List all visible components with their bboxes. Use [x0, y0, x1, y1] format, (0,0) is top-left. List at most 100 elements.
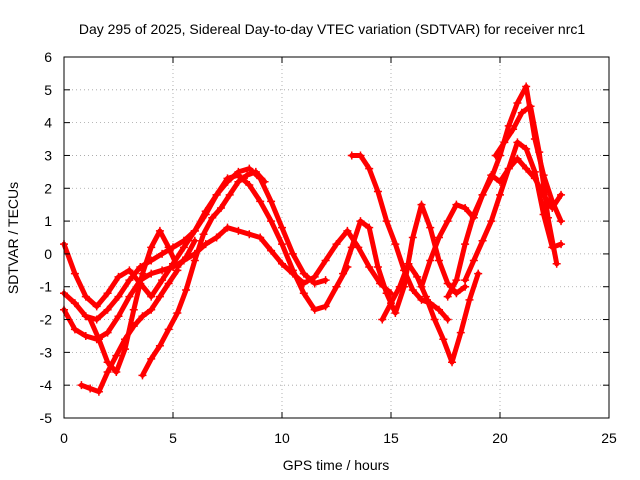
data-point	[147, 305, 156, 314]
data-point	[164, 279, 173, 288]
data-point	[164, 243, 173, 252]
data-point	[245, 164, 254, 173]
data-point	[245, 230, 254, 239]
data-point	[487, 217, 496, 226]
data-point	[557, 240, 566, 249]
data-point	[421, 292, 430, 301]
data-point	[92, 302, 101, 311]
data-point	[343, 226, 352, 235]
data-point	[448, 358, 457, 367]
data-point	[395, 282, 404, 291]
y-tick-label: 6	[44, 49, 52, 65]
data-point	[522, 164, 531, 173]
y-tick-label: 4	[44, 115, 52, 131]
data-point	[469, 210, 478, 219]
x-tick-label: 25	[601, 430, 617, 446]
data-point	[487, 174, 496, 183]
data-point	[443, 217, 452, 226]
data-point	[373, 263, 382, 272]
series-arc-12	[462, 139, 564, 283]
x-axis-label: GPS time / hours	[283, 457, 390, 473]
data-point	[321, 256, 330, 265]
data-point	[299, 269, 308, 278]
data-point	[434, 233, 443, 242]
data-point	[478, 236, 487, 245]
data-point	[212, 190, 221, 199]
data-point	[434, 305, 443, 314]
data-point	[504, 121, 513, 130]
data-point	[208, 213, 217, 222]
data-point	[526, 102, 535, 111]
data-point	[234, 177, 243, 186]
data-point	[164, 325, 173, 334]
x-tick-label: 10	[274, 430, 290, 446]
data-point	[245, 180, 254, 189]
data-point	[430, 315, 439, 324]
axis-ticks	[63, 56, 610, 419]
data-point	[155, 226, 164, 235]
data-point	[522, 82, 531, 91]
x-tick-label: 20	[492, 430, 508, 446]
data-point	[256, 233, 265, 242]
data-point	[443, 315, 452, 324]
data-point	[267, 246, 276, 255]
data-point	[404, 259, 413, 268]
data-point	[201, 210, 210, 219]
data-point	[173, 308, 182, 317]
y-tick-label: 1	[44, 213, 52, 229]
data-point	[513, 98, 522, 107]
data-point	[251, 167, 260, 176]
series-arc-5-markers	[138, 167, 269, 380]
data-point	[299, 279, 308, 288]
data-point	[114, 312, 123, 321]
data-point	[500, 138, 509, 147]
data-point	[443, 279, 452, 288]
data-point	[426, 256, 435, 265]
data-point	[522, 144, 531, 153]
data-point	[112, 368, 121, 377]
data-point	[190, 236, 199, 245]
y-tick-label: -4	[40, 377, 53, 393]
y-tick-label: 2	[44, 180, 52, 196]
series-arc-9-markers	[378, 259, 483, 367]
data-point	[339, 269, 348, 278]
data-point	[426, 223, 435, 232]
data-point	[461, 240, 470, 249]
data-point	[543, 213, 552, 222]
data-point	[155, 292, 164, 301]
data-point	[288, 269, 297, 278]
data-point	[535, 148, 544, 157]
series-arc-7	[349, 153, 451, 322]
data-point	[103, 305, 112, 314]
data-point	[147, 354, 156, 363]
series-arc-8-markers	[339, 200, 470, 317]
series-arc-6-markers	[86, 226, 199, 377]
data-point	[138, 269, 147, 278]
data-point	[365, 164, 374, 173]
data-point	[158, 266, 167, 275]
data-point	[129, 305, 138, 314]
data-point	[299, 289, 308, 298]
data-point	[347, 151, 356, 160]
data-point	[288, 249, 297, 258]
data-point	[548, 197, 557, 206]
plot-frame	[63, 56, 610, 419]
data-point	[179, 236, 188, 245]
data-point	[461, 276, 470, 285]
data-point	[439, 335, 448, 344]
chart-title: Day 295 of 2025, Sidereal Day-to-day VTE…	[79, 21, 585, 37]
data-point	[112, 351, 121, 360]
data-point	[86, 315, 95, 324]
x-tick-label: 15	[383, 430, 399, 446]
series-arc-4-markers	[77, 266, 182, 396]
series-arc-5	[140, 169, 268, 378]
data-point	[121, 345, 130, 354]
data-point	[530, 167, 539, 176]
data-point	[321, 276, 330, 285]
data-point	[201, 240, 210, 249]
data-point	[332, 282, 341, 291]
data-point	[155, 341, 164, 350]
data-point	[310, 272, 319, 281]
data-point	[504, 164, 513, 173]
data-point	[365, 263, 374, 272]
